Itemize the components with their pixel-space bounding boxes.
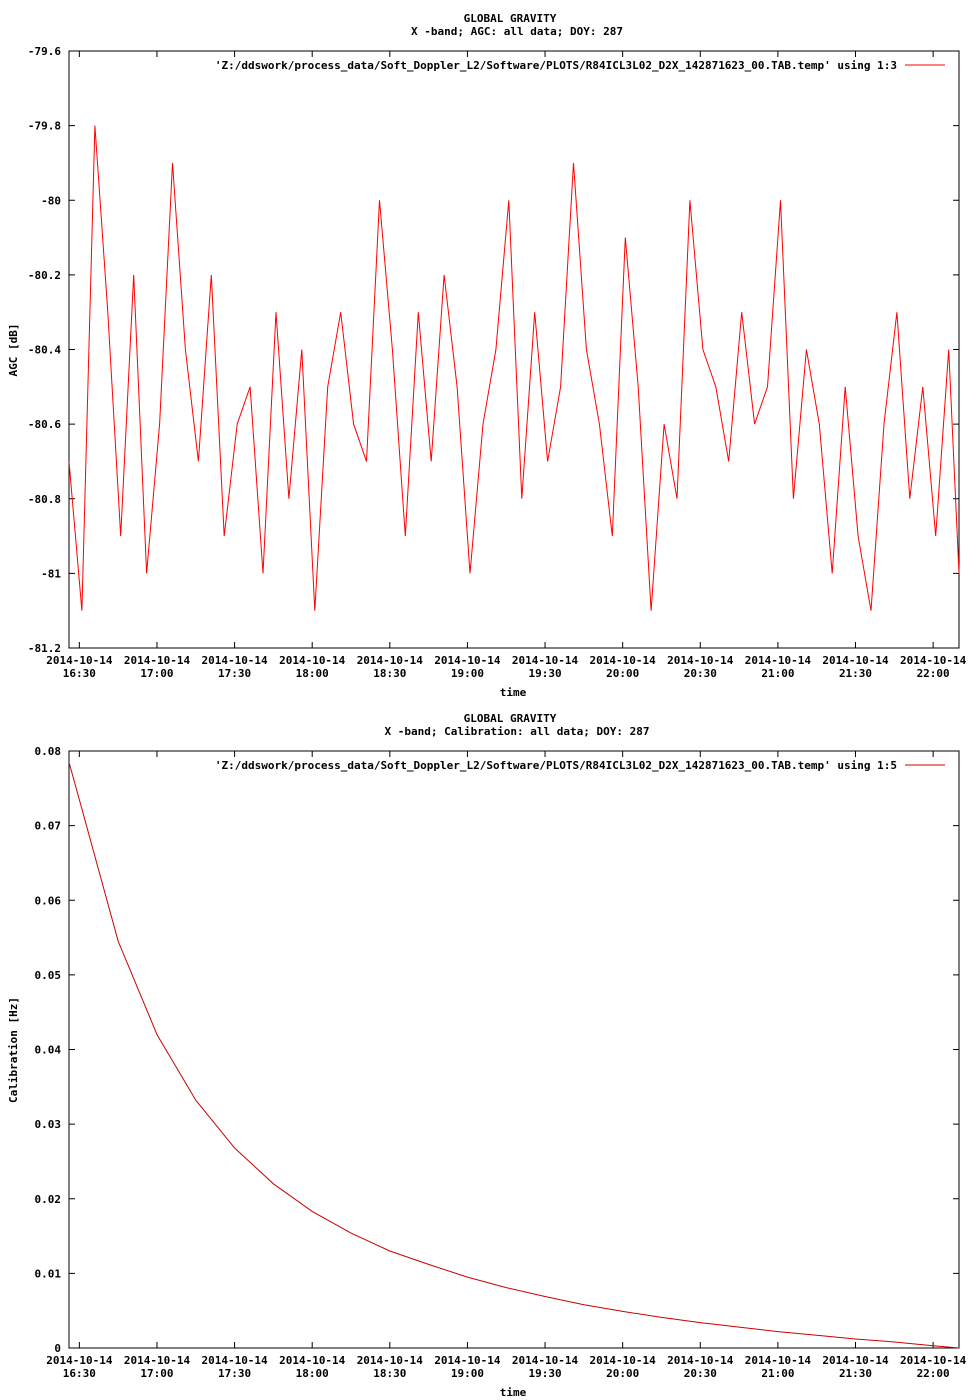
agc-series-line [68,125,960,611]
calibration-y-tick-label: 0.05 [35,969,62,982]
calibration-x-tick-time: 16:30 [63,1367,96,1380]
agc-x-tick-time: 20:00 [606,667,639,680]
calibration-y-ticks: 0.08 0.07 0.06 0.05 0.04 0.03 0.02 0.01 0 [35,745,959,1355]
agc-x-tick-time: 18:00 [296,667,329,680]
calibration-x-tick-date: 2014-10-14 [667,1354,734,1367]
agc-x-tick-time: 22:00 [917,667,950,680]
calibration-y-tick-label: 0.07 [35,820,62,833]
agc-x-tick-date: 2014-10-14 [745,654,812,667]
calibration-legend-label: 'Z:/ddswork/process_data/Soft_Doppler_L2… [215,759,897,772]
agc-y-tick-label: -80.6 [28,418,61,431]
agc-x-tick-date: 2014-10-14 [667,654,734,667]
calibration-x-tick-date: 2014-10-14 [434,1354,501,1367]
agc-x-tick-date: 2014-10-14 [822,654,889,667]
calibration-x-ticks: 2014-10-1416:302014-10-1417:002014-10-14… [46,751,967,1380]
agc-plot-frame [68,50,960,649]
agc-x-tick-time: 17:00 [140,667,173,680]
calibration-x-tick-time: 21:00 [761,1367,794,1380]
calibration-x-tick-time: 19:30 [528,1367,561,1380]
agc-x-tick-time: 16:30 [63,667,96,680]
calibration-x-tick-time: 17:30 [218,1367,251,1380]
calibration-x-tick-time: 21:30 [839,1367,872,1380]
calibration-x-tick-date: 2014-10-14 [822,1354,889,1367]
agc-x-tick-time: 18:30 [373,667,406,680]
calibration-plot-frame [68,750,960,1349]
calibration-x-tick-time: 17:00 [140,1367,173,1380]
agc-x-tick-date: 2014-10-14 [434,654,501,667]
agc-x-tick-time: 17:30 [218,667,251,680]
agc-x-tick-date: 2014-10-14 [46,654,113,667]
agc-x-tick-time: 19:00 [451,667,484,680]
agc-x-tick-time: 19:30 [528,667,561,680]
calibration-y-tick-label: 0.01 [35,1267,62,1280]
calibration-x-tick-date: 2014-10-14 [590,1354,657,1367]
agc-chart-title: GLOBAL GRAVITY [464,12,557,25]
agc-x-tick-time: 21:30 [839,667,872,680]
agc-x-tick-time: 21:00 [761,667,794,680]
calibration-x-tick-time: 18:30 [373,1367,406,1380]
agc-y-ticks: -79.6 -79.8 -80 -80.2 -80.4 -80.6 -80.8 -81 -81.… [28,45,959,655]
agc-x-tick-date: 2014-10-14 [512,654,579,667]
calibration-chart-title: GLOBAL GRAVITY [464,712,557,725]
calibration-y-tick-label: 0.02 [35,1193,62,1206]
calibration-y-axis-label: Calibration [Hz] [7,997,20,1103]
agc-x-tick-date: 2014-10-14 [201,654,268,667]
agc-legend-label: 'Z:/ddswork/process_data/Soft_Doppler_L2… [215,59,897,72]
agc-x-tick-date: 2014-10-14 [357,654,424,667]
calibration-x-tick-date: 2014-10-14 [201,1354,268,1367]
calibration-x-tick-date: 2014-10-14 [745,1354,812,1367]
calibration-x-tick-date: 2014-10-14 [512,1354,579,1367]
agc-chart-subtitle: X -band; AGC: all data; DOY: 287 [411,25,623,38]
calibration-x-tick-time: 22:00 [917,1367,950,1380]
calibration-x-tick-date: 2014-10-14 [279,1354,346,1367]
calibration-x-tick-date: 2014-10-14 [46,1354,113,1367]
agc-y-tick-label: -80.8 [28,493,61,506]
agc-y-tick-label: -79.8 [28,120,61,133]
calibration-y-tick-label: 0 [54,1342,61,1355]
agc-series [68,125,960,611]
calibration-x-tick-time: 20:30 [684,1367,717,1380]
agc-y-tick-label: -79.6 [28,45,61,58]
calibration-x-tick-date: 2014-10-14 [124,1354,191,1367]
calibration-x-tick-time: 19:00 [451,1367,484,1380]
calibration-x-tick-time: 20:00 [606,1367,639,1380]
agc-x-axis-label: time [500,686,527,699]
agc-y-axis-label: AGC [dB] [7,324,20,377]
agc-y-tick-label: -80.4 [28,344,61,357]
agc-x-ticks: 2014-10-1416:302014-10-1417:002014-10-14… [46,51,967,680]
agc-x-tick-time: 20:30 [684,667,717,680]
calibration-chart-subtitle: X -band; Calibration: all data; DOY: 287 [385,725,650,738]
agc-x-tick-date: 2014-10-14 [900,654,967,667]
calibration-x-tick-date: 2014-10-14 [357,1354,424,1367]
agc-y-tick-label: -80 [41,194,61,207]
calibration-series-line [68,762,960,1349]
agc-x-tick-date: 2014-10-14 [590,654,657,667]
calibration-x-tick-time: 18:00 [296,1367,329,1380]
calibration-y-tick-label: 0.08 [35,745,62,758]
calibration-chart: GLOBAL GRAVITY X -band; Calibration: all… [7,712,967,1399]
agc-x-tick-date: 2014-10-14 [279,654,346,667]
agc-y-tick-label: -81.2 [28,642,61,655]
agc-chart: GLOBAL GRAVITY X -band; AGC: all data; D… [7,12,967,699]
calibration-x-tick-date: 2014-10-14 [900,1354,967,1367]
calibration-y-tick-label: 0.04 [35,1044,62,1057]
agc-y-tick-label: -81 [41,567,61,580]
calibration-y-tick-label: 0.06 [35,894,62,907]
agc-y-tick-label: -80.2 [28,269,61,282]
agc-x-tick-date: 2014-10-14 [124,654,191,667]
calibration-y-tick-label: 0.03 [35,1118,62,1131]
calibration-series [68,762,960,1349]
calibration-x-axis-label: time [500,1386,527,1399]
